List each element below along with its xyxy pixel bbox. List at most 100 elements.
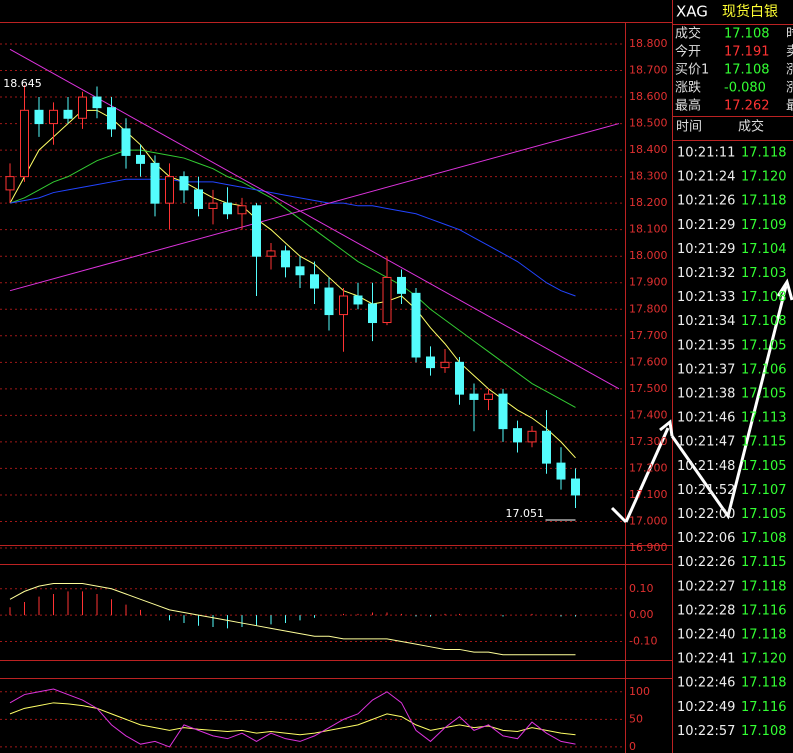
quote-label: 涨跌: [675, 80, 701, 96]
y-tick-label: 18.100: [629, 223, 668, 236]
trade-price: 17.113: [741, 411, 787, 426]
trade-time: 10:22:00: [677, 507, 735, 522]
y-tick-label: 18.600: [629, 90, 668, 103]
candle-body: [136, 154, 145, 164]
trade-price: 17.118: [741, 146, 787, 161]
y-tick-label: 100: [629, 685, 650, 698]
trade-price: 17.120: [741, 652, 787, 667]
trade-time: 10:21:26: [677, 194, 735, 209]
trade-time: 10:22:06: [677, 531, 735, 546]
quote-label: 卖: [786, 45, 793, 60]
y-tick-label: 17.700: [629, 329, 668, 342]
arrow-head: [776, 278, 793, 301]
arrow: [670, 285, 788, 520]
quote-value: 17.191: [724, 45, 770, 60]
trade-time: 10:22:40: [677, 628, 735, 643]
trade-price: 17.108: [741, 314, 787, 329]
candle-body: [63, 109, 73, 119]
indicator-line: [9, 109, 576, 459]
y-tick-label: 16.900: [629, 541, 668, 554]
trade-time: 10:21:38: [677, 387, 735, 402]
trade-price: 17.108: [741, 290, 787, 305]
y-tick-label: 17.500: [629, 382, 668, 395]
y-tick-label: 17.900: [629, 276, 668, 289]
indicator-line: [9, 149, 576, 408]
indicator-line: [9, 702, 576, 736]
candle-body: [92, 96, 102, 109]
quote-value: 17.108: [724, 27, 770, 42]
trend-line: [9, 123, 620, 292]
instrument-name: 现货白银: [722, 3, 778, 20]
quote-value: -0.080: [724, 81, 766, 96]
candle-body: [571, 478, 580, 496]
trade-time: 10:21:46: [677, 411, 735, 426]
trade-price: 17.115: [741, 555, 787, 570]
trade-time: 10:22:57: [677, 724, 735, 739]
candle-body: [237, 205, 247, 215]
arrow: [610, 506, 628, 524]
trade-price: 17.115: [741, 435, 787, 450]
table-header: 成交: [738, 119, 764, 135]
candle-body: [426, 356, 435, 369]
y-tick-label: 18.700: [629, 64, 668, 77]
candle-body: [397, 276, 406, 294]
candle-body: [368, 303, 377, 324]
trade-price: 17.103: [741, 266, 787, 281]
candle-body: [295, 266, 305, 276]
candle-body: [5, 176, 15, 191]
candle-body: [440, 361, 450, 369]
trade-price: 17.118: [741, 194, 787, 209]
trade-price: 17.116: [741, 603, 787, 618]
trade-time: 10:22:26: [677, 555, 735, 570]
quote-label: 涨: [786, 81, 793, 96]
quote-label: 最高: [675, 98, 701, 114]
trade-time: 10:21:37: [677, 362, 735, 377]
candle-body: [194, 189, 203, 209]
candle-body: [324, 287, 334, 316]
candle-body: [513, 428, 522, 443]
trade-price: 17.118: [741, 628, 787, 643]
trade-price: 17.109: [741, 218, 787, 233]
y-tick-label: 50: [629, 712, 643, 725]
candle-body: [78, 96, 87, 119]
candle-body: [469, 393, 479, 400]
candle-body: [411, 292, 421, 358]
trade-price: 17.106: [741, 362, 787, 377]
y-tick-label: 18.400: [629, 143, 668, 156]
quote-value: 17.108: [724, 63, 770, 78]
trade-price: 17.116: [741, 700, 787, 715]
trade-time: 10:21:29: [677, 242, 735, 257]
trade-time: 10:22:27: [677, 579, 735, 594]
candle-body: [150, 162, 160, 204]
candle-body: [34, 109, 44, 125]
trade-price: 17.105: [741, 459, 787, 474]
trade-time: 10:21:47: [677, 435, 735, 450]
candle-body: [49, 109, 58, 125]
candle-body: [353, 295, 363, 305]
quote-label: 最: [786, 99, 793, 114]
candle-body: [527, 430, 537, 443]
trade-time: 10:21:29: [677, 218, 735, 233]
trade-time: 10:22:49: [677, 700, 735, 715]
y-tick-label: 18.800: [629, 37, 668, 50]
trade-time: 10:21:52: [677, 483, 735, 498]
quote-label: 今开: [675, 44, 701, 60]
symbol: XAG: [676, 3, 708, 21]
y-tick-label: 0.10: [629, 582, 654, 595]
quote-label: 时: [786, 27, 793, 42]
trade-price: 17.108: [741, 531, 787, 546]
y-tick-label: 18.500: [629, 117, 668, 130]
trade-price: 17.105: [741, 338, 787, 353]
trade-price: 17.107: [741, 483, 787, 498]
arrow-head: [659, 419, 674, 437]
y-tick-label: 17.000: [629, 514, 668, 527]
candle-body: [252, 205, 261, 257]
trade-price: 17.120: [741, 170, 787, 185]
candle-body: [498, 393, 508, 430]
trade-time: 10:21:32: [677, 266, 735, 281]
trade-time: 10:21:11: [677, 146, 735, 161]
y-tick-label: -0.10: [629, 635, 657, 648]
arrow: [624, 427, 670, 523]
trade-time: 10:22:41: [677, 652, 735, 667]
